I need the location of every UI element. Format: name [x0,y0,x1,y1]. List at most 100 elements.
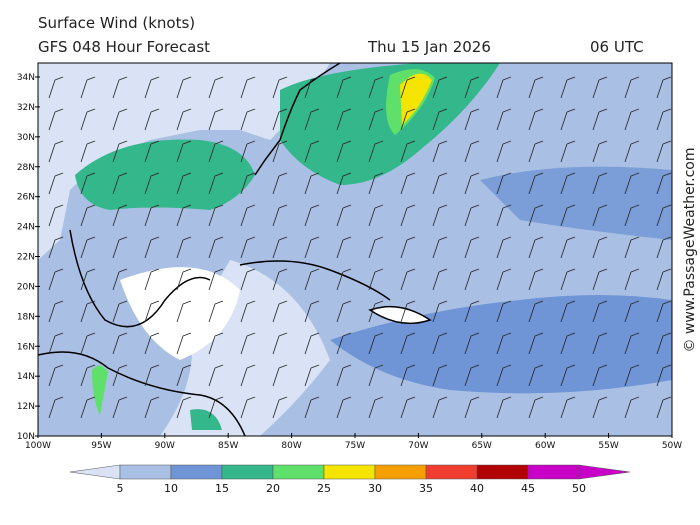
barb [400,108,416,131]
barb [400,364,416,387]
barb [208,76,224,99]
barb [496,76,512,99]
barb [144,204,160,227]
lat-label: 22N [17,253,35,263]
barb [656,204,672,227]
colorbar-label: 10 [164,482,178,495]
lon-label: 70W [408,441,428,451]
barb [432,140,448,163]
barb [432,236,448,259]
barb [528,140,544,163]
barb [208,268,224,291]
barb [48,300,64,323]
colorbar-label: 25 [317,482,331,495]
barb [464,332,480,355]
barb [112,268,128,291]
barb [368,172,384,195]
barb [272,268,288,291]
barb [368,108,384,131]
barb [112,76,128,99]
barb [240,108,256,131]
barb [208,140,224,163]
barb [304,140,320,163]
lat-label: 28N [17,163,35,173]
model: GFS 048 Hour Forecast [38,38,210,56]
barb [240,140,256,163]
lon-label: 90W [155,441,175,451]
barb [112,108,128,131]
barb [496,364,512,387]
barb [496,172,512,195]
barb [304,172,320,195]
barb [80,172,96,195]
lat-label: 34N [17,73,35,83]
barb [464,76,480,99]
barb [48,76,64,99]
barb [368,76,384,99]
lat-label: 16N [17,342,35,352]
barb [48,364,64,387]
barb [656,268,672,291]
barb [624,140,640,163]
barb [432,76,448,99]
barb [464,268,480,291]
barb [496,108,512,131]
barb [240,204,256,227]
barb [144,76,160,99]
barb [272,332,288,355]
barb [208,236,224,259]
barb [656,300,672,323]
barb [528,332,544,355]
barb [240,332,256,355]
barb [624,268,640,291]
barb [240,236,256,259]
barb [400,76,416,99]
barb [368,396,384,419]
barb [592,140,608,163]
barb [272,300,288,323]
barb [336,268,352,291]
barb [560,108,576,131]
barb [304,300,320,323]
lat-label: 10N [17,432,35,442]
barb [48,396,64,419]
barb [80,236,96,259]
barb [528,76,544,99]
colorbar-segment [476,464,529,480]
barb [656,76,672,99]
barb [80,76,96,99]
barb [304,236,320,259]
barb [400,204,416,227]
barb [240,364,256,387]
barb [112,172,128,195]
barb [656,236,672,259]
barb [176,204,192,227]
barb [144,396,160,419]
barb [112,236,128,259]
barb [176,172,192,195]
barb [560,268,576,291]
barb [304,108,320,131]
barb [208,332,224,355]
barb [112,364,128,387]
barb [464,300,480,323]
barb [464,364,480,387]
barb [560,236,576,259]
barb [368,236,384,259]
barb [208,172,224,195]
barb [272,236,288,259]
barb [432,204,448,227]
barb [400,140,416,163]
lat-label: 32N [17,103,35,113]
barb [496,332,512,355]
barb [48,108,64,131]
barb [368,204,384,227]
barb [176,268,192,291]
barb [560,204,576,227]
barb [336,76,352,99]
lat-label: 14N [17,372,35,382]
barb [624,76,640,99]
title: Surface Wind (knots) [38,14,195,32]
barb [432,300,448,323]
